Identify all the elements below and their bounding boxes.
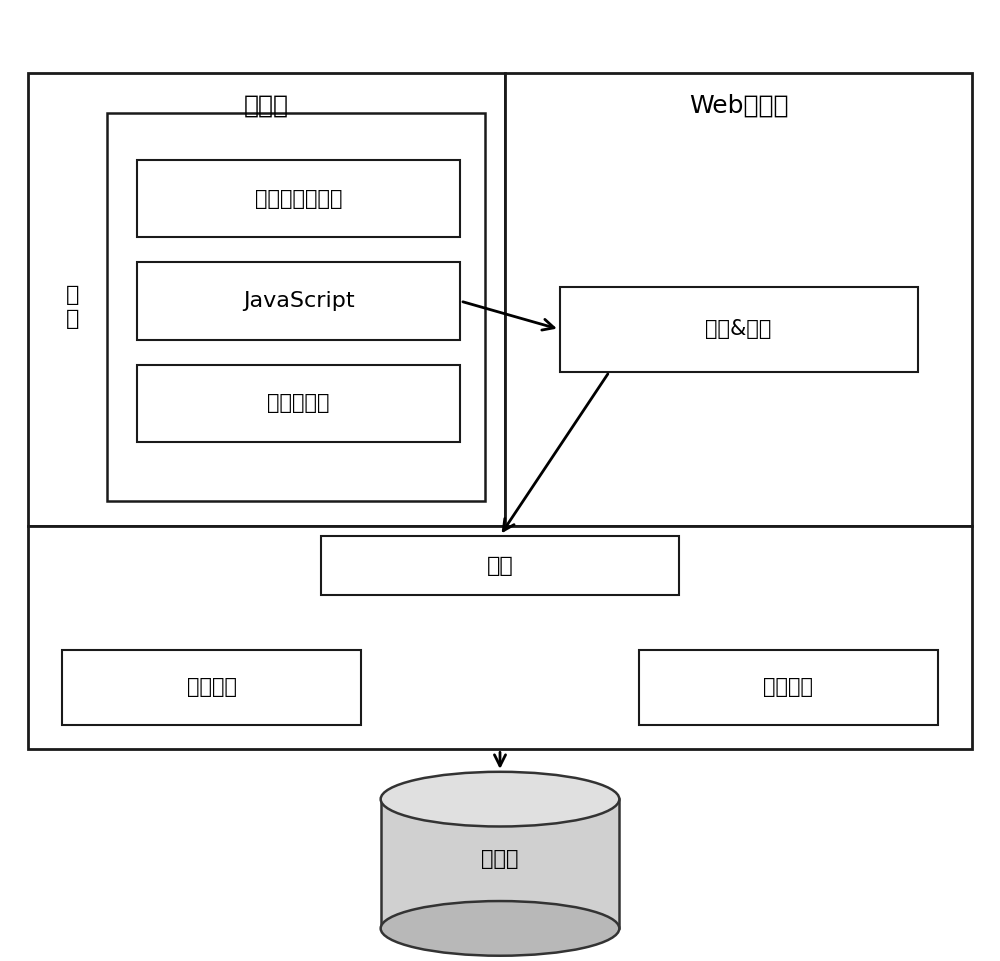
Text: JavaScript: JavaScript <box>243 291 354 311</box>
Ellipse shape <box>381 901 619 956</box>
Bar <box>28 73 505 526</box>
Bar <box>381 800 619 928</box>
Bar <box>639 650 938 725</box>
Ellipse shape <box>381 772 619 826</box>
Bar <box>137 160 460 237</box>
Bar <box>321 535 679 595</box>
Text: 逻辑&代理: 逻辑&代理 <box>705 319 772 339</box>
Bar <box>505 73 972 526</box>
Bar <box>62 650 361 725</box>
Text: 数据库: 数据库 <box>481 849 519 869</box>
Bar <box>137 262 460 340</box>
Bar <box>107 113 485 501</box>
Text: 数据服务: 数据服务 <box>763 678 813 698</box>
Text: 层叠样式表: 层叠样式表 <box>267 393 330 413</box>
Bar <box>560 287 918 372</box>
Text: 数据服务: 数据服务 <box>187 678 237 698</box>
Text: 超文本标记语言: 超文本标记语言 <box>255 188 342 209</box>
Text: 服务: 服务 <box>487 555 513 576</box>
Text: 客户端: 客户端 <box>244 93 289 117</box>
Bar <box>28 526 972 750</box>
Text: 页
面: 页 面 <box>66 285 79 329</box>
Text: Web服务端: Web服务端 <box>689 93 788 117</box>
Bar <box>137 364 460 442</box>
